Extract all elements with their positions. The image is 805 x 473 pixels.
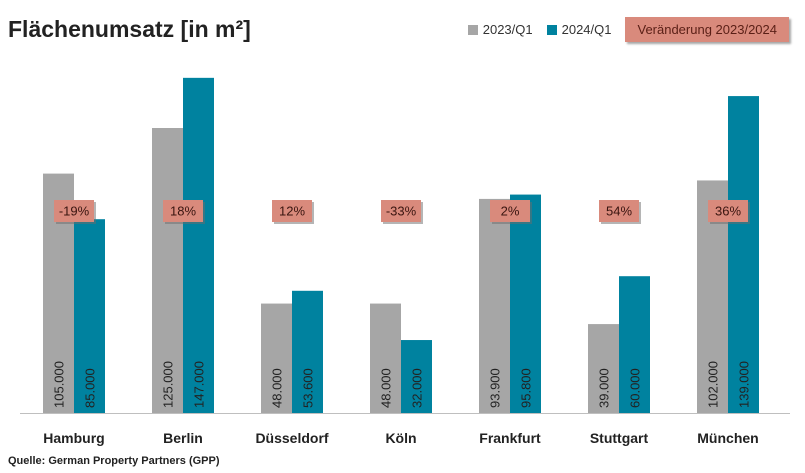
change-box (599, 200, 639, 222)
change-box (163, 200, 203, 222)
bar-value-label: 147.000 (192, 361, 207, 408)
category-label: Köln (385, 430, 416, 446)
category-label: Düsseldorf (255, 430, 328, 446)
bar-value-label: 32.000 (410, 368, 425, 408)
bar-2024 (292, 290, 323, 413)
source-note: Quelle: German Property Partners (GPP) (8, 455, 220, 467)
bar-2024 (401, 340, 432, 413)
bar-2023 (479, 198, 510, 413)
bar-value-label: 125.000 (161, 361, 176, 408)
bar-value-label: 95.800 (519, 368, 534, 408)
category-label: Berlin (163, 430, 203, 446)
change-label: 18% (170, 204, 196, 219)
category-label: München (697, 430, 758, 446)
bar-2024 (728, 96, 759, 413)
change-box (272, 200, 312, 222)
bar-2023 (370, 303, 401, 413)
bar-2024 (619, 276, 650, 413)
change-label: 12% (279, 204, 305, 219)
bar-2023 (152, 128, 183, 413)
change-label: 54% (606, 204, 632, 219)
change-label: -19% (59, 204, 90, 219)
legend-label-2024: 2024/Q1 (561, 22, 612, 37)
change-box (708, 200, 748, 222)
change-label: 36% (715, 204, 741, 219)
category-label: Stuttgart (590, 430, 649, 446)
bar-2024 (74, 219, 105, 413)
bar-2024 (510, 194, 541, 413)
bar-value-label: 139.000 (737, 361, 752, 408)
change-box (381, 200, 421, 222)
bar-value-label: 53.600 (301, 368, 316, 408)
bar-value-label: 39.000 (597, 368, 612, 408)
bar-value-label: 105.000 (52, 361, 67, 408)
bar-value-label: 60.000 (628, 368, 643, 408)
change-label: 2% (501, 204, 520, 219)
bar-value-label: 93.900 (488, 368, 503, 408)
bar-value-label: 48.000 (379, 368, 394, 408)
bar-2023 (588, 324, 619, 413)
category-label: Hamburg (43, 430, 104, 446)
category-label: Frankfurt (479, 430, 541, 446)
legend-swatch-2023 (467, 24, 478, 35)
legend-swatch-2024 (546, 24, 557, 35)
bar-2023 (261, 303, 292, 413)
bar-value-label: 85.000 (83, 368, 98, 408)
legend-item-2024: 2024/Q1 (546, 22, 612, 37)
legend: 2023/Q1 2024/Q1 Veränderung 2023/2024 (467, 17, 789, 42)
change-box (490, 200, 530, 222)
legend-change-box: Veränderung 2023/2024 (625, 17, 789, 42)
bar-value-label: 102.000 (706, 361, 721, 408)
change-label: -33% (386, 204, 417, 219)
bar-value-label: 48.000 (270, 368, 285, 408)
bar-2024 (183, 77, 214, 413)
legend-item-2023: 2023/Q1 (467, 22, 533, 37)
legend-label-2023: 2023/Q1 (482, 22, 533, 37)
chart-title: Flächenumsatz [in m²] (8, 16, 251, 42)
change-box (54, 200, 94, 222)
